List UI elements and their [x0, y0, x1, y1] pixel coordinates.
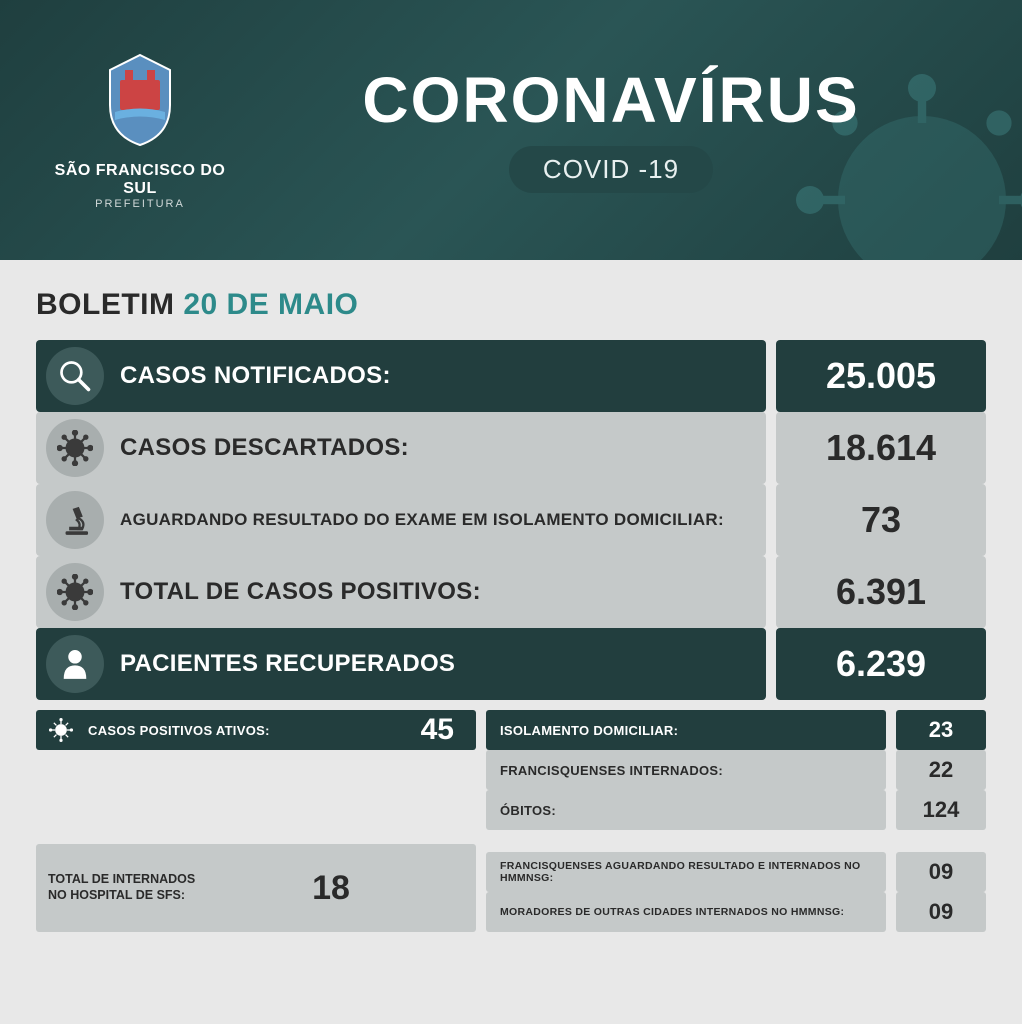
stat-row: AGUARDANDO RESULTADO DO EXAME EM ISOLAME…: [36, 484, 986, 556]
bottom-left-col: CASOS POSITIVOS ATIVOS: 45 TOTAL DE INTE…: [36, 710, 476, 932]
stat-row: CASOS DESCARTADOS: 18.614: [36, 412, 986, 484]
hospital-total-label: TOTAL DE INTERNADOS NO HOSPITAL DE SFS:: [48, 872, 198, 903]
bulletin-date: 20 DE MAIO: [183, 288, 358, 321]
hospital-breakdown-row: FRANCISQUENSES AGUARDANDO RESULTADO E IN…: [486, 852, 986, 892]
stat-label: CASOS DESCARTADOS:: [120, 435, 409, 461]
stat-label: TOTAL DE CASOS POSITIVOS:: [120, 579, 481, 605]
title-block: CORONAVÍRUS COVID -19: [240, 68, 982, 193]
magnifier-icon: [46, 347, 104, 405]
active-breakdown-list: ISOLAMENTO DOMICILIAR:23FRANCISQUENSES I…: [486, 710, 986, 830]
hospital-total-value: 18: [198, 869, 464, 908]
spacer: [486, 838, 986, 844]
stat-label: AGUARDANDO RESULTADO DO EXAME EM ISOLAME…: [120, 511, 724, 530]
breakdown-value: 124: [896, 790, 986, 830]
active-cases-label: CASOS POSITIVOS ATIVOS:: [88, 723, 397, 738]
bottom-grid: CASOS POSITIVOS ATIVOS: 45 TOTAL DE INTE…: [36, 710, 986, 932]
hospital-breakdown-value: 09: [896, 892, 986, 932]
body-area: BOLETIM 20 DE MAIO CASOS NOTIFICADOS: 25.…: [0, 260, 1022, 1024]
virus-icon: [46, 419, 104, 477]
stat-row: CASOS NOTIFICADOS: 25.005: [36, 340, 986, 412]
person-icon: [46, 635, 104, 693]
header: SÃO FRANCISCO DO SUL PREFEITURA CORONAVÍ…: [0, 0, 1022, 260]
city-subtitle: PREFEITURA: [95, 198, 185, 210]
breakdown-label: ÓBITOS:: [486, 790, 886, 830]
breakdown-value: 23: [896, 710, 986, 750]
stat-label-cell: PACIENTES RECUPERADOS: [36, 628, 766, 700]
stat-label: CASOS NOTIFICADOS:: [120, 363, 391, 389]
stat-label: PACIENTES RECUPERADOS: [120, 651, 455, 677]
hospital-breakdown-value: 09: [896, 852, 986, 892]
stat-value: 6.239: [776, 628, 986, 700]
bulletin-prefix: BOLETIM: [36, 288, 175, 321]
infographic-container: SÃO FRANCISCO DO SUL PREFEITURA CORONAVÍ…: [0, 0, 1022, 1024]
stat-value: 25.005: [776, 340, 986, 412]
active-cases-box: CASOS POSITIVOS ATIVOS: 45: [36, 710, 476, 750]
hospital-total-box: TOTAL DE INTERNADOS NO HOSPITAL DE SFS: …: [36, 844, 476, 932]
virus-icon: [44, 713, 78, 747]
spacer: [36, 758, 476, 836]
main-rows: CASOS NOTIFICADOS:25.005CASOS DESCARTADO…: [36, 340, 986, 700]
stat-label-cell: AGUARDANDO RESULTADO DO EXAME EM ISOLAME…: [36, 484, 766, 556]
stat-label-cell: TOTAL DE CASOS POSITIVOS:: [36, 556, 766, 628]
hospital-breakdown-list: FRANCISQUENSES AGUARDANDO RESULTADO E IN…: [486, 852, 986, 932]
microscope-icon: [46, 491, 104, 549]
title-sub: COVID -19: [509, 146, 713, 193]
bottom-right-col: ISOLAMENTO DOMICILIAR:23FRANCISQUENSES I…: [486, 710, 986, 932]
breakdown-row: ÓBITOS:124: [486, 790, 986, 830]
active-cases-value: 45: [407, 713, 468, 747]
stat-label-cell: CASOS NOTIFICADOS:: [36, 340, 766, 412]
city-logo-block: SÃO FRANCISCO DO SUL PREFEITURA: [40, 50, 240, 210]
breakdown-label: ISOLAMENTO DOMICILIAR:: [486, 710, 886, 750]
stat-value: 18.614: [776, 412, 986, 484]
virus-icon: [46, 563, 104, 621]
hospital-breakdown-label: MORADORES DE OUTRAS CIDADES INTERNADOS N…: [486, 892, 886, 932]
bulletin-title: BOLETIM 20 DE MAIO: [36, 288, 986, 322]
stat-label-cell: CASOS DESCARTADOS:: [36, 412, 766, 484]
city-crest-icon: [90, 50, 190, 150]
breakdown-row: ISOLAMENTO DOMICILIAR:23: [486, 710, 986, 750]
stat-row: PACIENTES RECUPERADOS 6.239: [36, 628, 986, 700]
stat-row: TOTAL DE CASOS POSITIVOS: 6.391: [36, 556, 986, 628]
breakdown-label: FRANCISQUENSES INTERNADOS:: [486, 750, 886, 790]
hospital-breakdown-row: MORADORES DE OUTRAS CIDADES INTERNADOS N…: [486, 892, 986, 932]
breakdown-value: 22: [896, 750, 986, 790]
stat-value: 73: [776, 484, 986, 556]
hospital-breakdown-label: FRANCISQUENSES AGUARDANDO RESULTADO E IN…: [486, 852, 886, 892]
title-main: CORONAVÍRUS: [240, 68, 982, 132]
stat-value: 6.391: [776, 556, 986, 628]
breakdown-row: FRANCISQUENSES INTERNADOS:22: [486, 750, 986, 790]
city-name: SÃO FRANCISCO DO SUL: [40, 162, 240, 198]
